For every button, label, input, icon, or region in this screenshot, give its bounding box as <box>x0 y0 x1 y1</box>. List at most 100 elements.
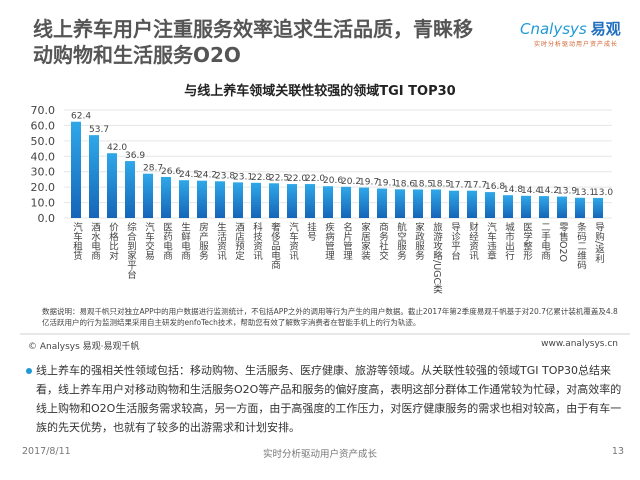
logo-tagline: 实时分析驱动用户资产成长 <box>534 41 619 48</box>
x-tick-label: 综合到家平台 <box>125 222 136 279</box>
x-tick-label: 旅游攻略/UGC类 <box>431 222 442 294</box>
data-label: 18.5 <box>431 179 451 189</box>
bar <box>323 186 333 218</box>
y-tick-label: 40.0 <box>31 150 56 163</box>
data-label: 20.2 <box>341 177 361 187</box>
x-tick-label: 导诊平台 <box>449 222 460 260</box>
bar <box>431 189 441 218</box>
bar <box>575 197 585 218</box>
bar <box>143 173 153 218</box>
bar <box>413 189 423 218</box>
x-tick-label: 商务社交 <box>377 222 388 260</box>
bar <box>305 184 315 218</box>
data-label: 14.8 <box>503 185 523 195</box>
data-label: 13.0 <box>593 188 613 198</box>
data-label: 22.8 <box>251 173 271 183</box>
x-tick-label: 房产服务 <box>197 222 208 260</box>
data-label: 62.4 <box>71 112 91 122</box>
data-label: 24.2 <box>197 171 217 181</box>
data-label: 36.9 <box>125 151 145 161</box>
bar-chart: 0.0 10.0 20.0 30.0 40.0 50.0 60.0 70.0 62.4 53.7 4… <box>31 104 614 225</box>
x-tick-label: 汽车租赁 <box>71 222 82 260</box>
bar <box>251 182 261 218</box>
x-tick-label: 生鲜电商 <box>179 222 190 260</box>
x-tick-label: 条码二维码 <box>575 222 586 270</box>
data-label: 18.5 <box>413 179 433 189</box>
bar <box>557 196 567 218</box>
data-label: 18.6 <box>395 179 415 189</box>
bar <box>539 196 549 218</box>
x-tick-label: 财经资讯 <box>467 222 478 260</box>
data-label: 23.8 <box>215 171 235 181</box>
data-label: 22.0 <box>287 174 307 184</box>
x-tick-label: 名片管理 <box>341 222 352 260</box>
data-label: 19.1 <box>377 179 397 189</box>
bar <box>125 161 135 218</box>
data-label: 26.6 <box>161 167 181 177</box>
x-tick-label: 医药电商 <box>161 222 172 260</box>
bar <box>593 197 603 218</box>
data-label: 42.0 <box>107 143 127 153</box>
website: www.analysys.cn <box>541 339 618 349</box>
data-label: 22.0 <box>305 174 325 184</box>
bar <box>89 135 99 218</box>
data-label: 13.9 <box>557 187 577 197</box>
y-tick-label: 20.0 <box>31 181 56 194</box>
bar <box>485 192 495 218</box>
bullet-icon <box>26 368 32 374</box>
bar <box>161 176 171 218</box>
x-tick-label: 酒水电商 <box>89 222 100 260</box>
x-tick-label: 汽车违章 <box>485 222 496 260</box>
data-label: 53.7 <box>89 125 109 135</box>
bar <box>359 187 369 218</box>
bar <box>467 190 477 218</box>
bar <box>377 188 387 218</box>
x-tick-label: 酒店预定 <box>233 222 244 260</box>
bar <box>107 153 117 218</box>
bar <box>71 121 81 218</box>
slide-title: 线上养车用户注重服务效率追求生活品质，青睐移动购物和生活服务O2O <box>33 17 473 67</box>
description: 线上养车的强相关性领域包括：移动购物、生活服务、医疗健康、旅游等领域。从关联性较… <box>36 364 622 434</box>
data-label: 19.7 <box>359 178 379 188</box>
footer-date: 2017/8/11 <box>22 446 71 457</box>
x-tick-label: 汽车资讯 <box>287 222 298 260</box>
x-tick-label: 航空服务 <box>395 222 406 260</box>
y-tick-label: 50.0 <box>31 135 56 148</box>
bar <box>395 189 405 218</box>
data-note: 数据说明：易观千帆只对独立APP中的用户数据进行监测统计，不包括APP之外的调用… <box>42 307 618 327</box>
x-tick-label: 家居家装 <box>359 222 370 260</box>
x-tick-label: 导购/返利 <box>593 222 604 264</box>
x-tick-label: 疾病管理 <box>323 222 334 260</box>
bar <box>233 182 243 218</box>
x-tick-label: 生活资讯 <box>215 222 226 260</box>
bar <box>521 195 531 218</box>
bar <box>215 181 225 218</box>
data-label: 14.4 <box>521 186 541 196</box>
data-label: 16.8 <box>485 182 505 192</box>
bar <box>269 183 279 218</box>
y-tick-label: 70.0 <box>31 104 56 117</box>
data-label: 24.5 <box>179 170 199 180</box>
divider <box>20 333 630 335</box>
x-tick-label: 汽车交易 <box>143 222 154 260</box>
y-tick-label: 30.0 <box>31 166 56 179</box>
page-number: 13 <box>611 446 624 457</box>
chart-title: 与线上养车领域关联性较强的领域TGI TOP30 <box>184 84 456 99</box>
bar <box>503 195 513 218</box>
data-label: 14.2 <box>539 186 559 196</box>
x-tick-label: 二手电商 <box>539 222 550 260</box>
bar <box>449 190 459 218</box>
y-tick-label: 10.0 <box>31 197 56 210</box>
bar <box>179 180 189 218</box>
logo-en: Cnalysys <box>520 20 587 38</box>
x-tick-label: 科技资讯 <box>251 222 262 260</box>
y-tick-label: 60.0 <box>31 119 56 132</box>
data-label: 13.1 <box>575 188 595 198</box>
data-label: 20.6 <box>323 176 343 186</box>
x-tick-label: 奢侈品电商 <box>269 222 280 270</box>
bar <box>341 186 351 218</box>
data-label: 17.7 <box>449 181 469 191</box>
x-tick-label: 挂号 <box>305 222 316 241</box>
x-tick-label: 价格比对 <box>107 222 118 260</box>
bar <box>287 184 297 218</box>
